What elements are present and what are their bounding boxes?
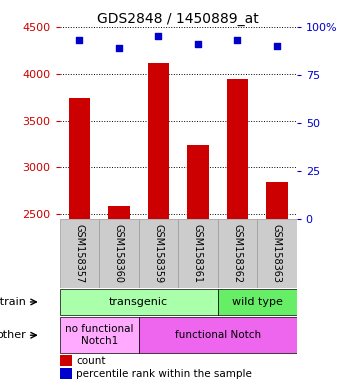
Bar — [148, 63, 169, 219]
Bar — [60, 219, 99, 288]
Bar — [99, 219, 139, 288]
Bar — [108, 206, 130, 219]
Text: GSM158361: GSM158361 — [193, 224, 203, 283]
Text: other: other — [0, 330, 27, 340]
Point — [116, 45, 122, 51]
Bar — [60, 289, 218, 315]
Text: strain: strain — [0, 297, 27, 307]
Bar — [218, 289, 297, 315]
Point — [156, 33, 161, 40]
Point — [195, 41, 201, 47]
Bar — [257, 219, 297, 288]
Bar — [178, 219, 218, 288]
Text: GSM158357: GSM158357 — [74, 223, 85, 283]
Text: GSM158362: GSM158362 — [233, 224, 242, 283]
Text: GSM158360: GSM158360 — [114, 224, 124, 283]
Bar — [266, 182, 288, 219]
Bar — [60, 317, 139, 353]
Text: percentile rank within the sample: percentile rank within the sample — [76, 369, 252, 379]
Text: GSM158363: GSM158363 — [272, 224, 282, 283]
Point — [235, 37, 240, 43]
Text: GSM158359: GSM158359 — [153, 224, 163, 283]
Bar — [218, 219, 257, 288]
Point — [77, 37, 82, 43]
Text: functional Notch: functional Notch — [175, 330, 261, 340]
Bar — [60, 368, 72, 379]
Bar — [226, 79, 248, 219]
Text: count: count — [76, 356, 106, 366]
Text: transgenic: transgenic — [109, 297, 168, 307]
Title: GDS2848 / 1450889_at: GDS2848 / 1450889_at — [97, 12, 259, 26]
Bar — [69, 98, 90, 219]
Bar — [139, 219, 178, 288]
Bar — [139, 317, 297, 353]
Text: wild type: wild type — [232, 297, 283, 307]
Bar — [187, 145, 209, 219]
Text: no functional
Notch1: no functional Notch1 — [65, 324, 133, 346]
Point — [274, 43, 280, 49]
Bar — [60, 356, 72, 366]
